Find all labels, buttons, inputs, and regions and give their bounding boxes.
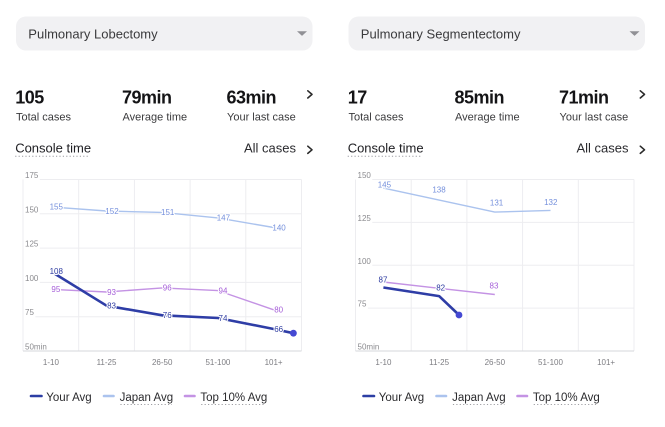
- svg-text:66: 66: [274, 325, 283, 334]
- svg-text:93: 93: [107, 288, 116, 297]
- svg-text:71min: 71min: [559, 87, 609, 107]
- svg-text:Pulmonary Lobectomy: Pulmonary Lobectomy: [28, 27, 158, 42]
- svg-text:All cases: All cases: [244, 141, 297, 156]
- svg-text:Pulmonary Segmentectomy: Pulmonary Segmentectomy: [361, 27, 521, 42]
- svg-text:51-100: 51-100: [538, 358, 563, 367]
- svg-text:100: 100: [25, 274, 39, 283]
- svg-text:108: 108: [50, 267, 64, 276]
- svg-text:Console time: Console time: [15, 141, 91, 156]
- svg-text:131: 131: [490, 198, 504, 207]
- svg-text:Japan Avg: Japan Avg: [452, 392, 506, 404]
- svg-text:Total cases: Total cases: [16, 112, 72, 124]
- svg-text:Average time: Average time: [123, 112, 188, 124]
- svg-text:147: 147: [217, 214, 231, 223]
- svg-text:125: 125: [358, 214, 372, 223]
- svg-text:11-25: 11-25: [97, 358, 117, 367]
- svg-text:76: 76: [163, 311, 172, 320]
- svg-text:132: 132: [544, 198, 558, 207]
- svg-text:150: 150: [25, 205, 39, 214]
- svg-text:100: 100: [358, 257, 372, 266]
- svg-text:Your last case: Your last case: [560, 112, 629, 124]
- svg-text:155: 155: [50, 203, 64, 212]
- svg-text:Your last case: Your last case: [227, 112, 296, 124]
- svg-text:87: 87: [379, 275, 388, 284]
- svg-text:17: 17: [348, 87, 368, 107]
- svg-text:Top 10% Avg: Top 10% Avg: [533, 392, 600, 404]
- svg-text:151: 151: [161, 208, 175, 217]
- svg-text:All cases: All cases: [576, 141, 629, 156]
- svg-text:101+: 101+: [265, 358, 283, 367]
- svg-text:50min: 50min: [358, 343, 380, 352]
- svg-text:83: 83: [107, 302, 116, 311]
- svg-text:11-25: 11-25: [429, 358, 449, 367]
- svg-text:125: 125: [25, 240, 39, 249]
- svg-text:150: 150: [358, 171, 372, 180]
- svg-text:50min: 50min: [25, 343, 47, 352]
- svg-text:51-100: 51-100: [205, 358, 230, 367]
- svg-text:Top 10% Avg: Top 10% Avg: [200, 392, 267, 404]
- svg-text:Your Avg: Your Avg: [379, 392, 424, 404]
- svg-text:1-10: 1-10: [375, 358, 392, 367]
- svg-text:101+: 101+: [597, 358, 615, 367]
- svg-text:Your Avg: Your Avg: [46, 392, 91, 404]
- svg-text:152: 152: [105, 207, 119, 216]
- svg-text:1-10: 1-10: [43, 358, 60, 367]
- svg-text:83: 83: [490, 282, 499, 291]
- svg-text:Japan Avg: Japan Avg: [120, 392, 174, 404]
- svg-text:145: 145: [378, 180, 392, 189]
- svg-text:140: 140: [272, 223, 286, 232]
- svg-text:94: 94: [219, 286, 228, 295]
- svg-text:138: 138: [432, 185, 446, 194]
- svg-text:82: 82: [436, 283, 445, 292]
- svg-text:Total cases: Total cases: [349, 112, 405, 124]
- svg-text:105: 105: [15, 87, 44, 107]
- svg-text:85min: 85min: [455, 87, 505, 107]
- svg-text:63min: 63min: [227, 87, 277, 107]
- svg-text:80: 80: [274, 306, 283, 315]
- svg-text:75: 75: [25, 308, 34, 317]
- svg-text:95: 95: [51, 285, 60, 294]
- svg-text:75: 75: [358, 300, 367, 309]
- svg-text:79min: 79min: [122, 87, 172, 107]
- svg-text:26-50: 26-50: [485, 358, 506, 367]
- svg-text:26-50: 26-50: [152, 358, 173, 367]
- svg-text:175: 175: [25, 171, 39, 180]
- svg-text:74: 74: [219, 314, 228, 323]
- svg-text:Average time: Average time: [455, 112, 520, 124]
- svg-text:Console time: Console time: [348, 141, 424, 156]
- svg-text:96: 96: [163, 284, 172, 293]
